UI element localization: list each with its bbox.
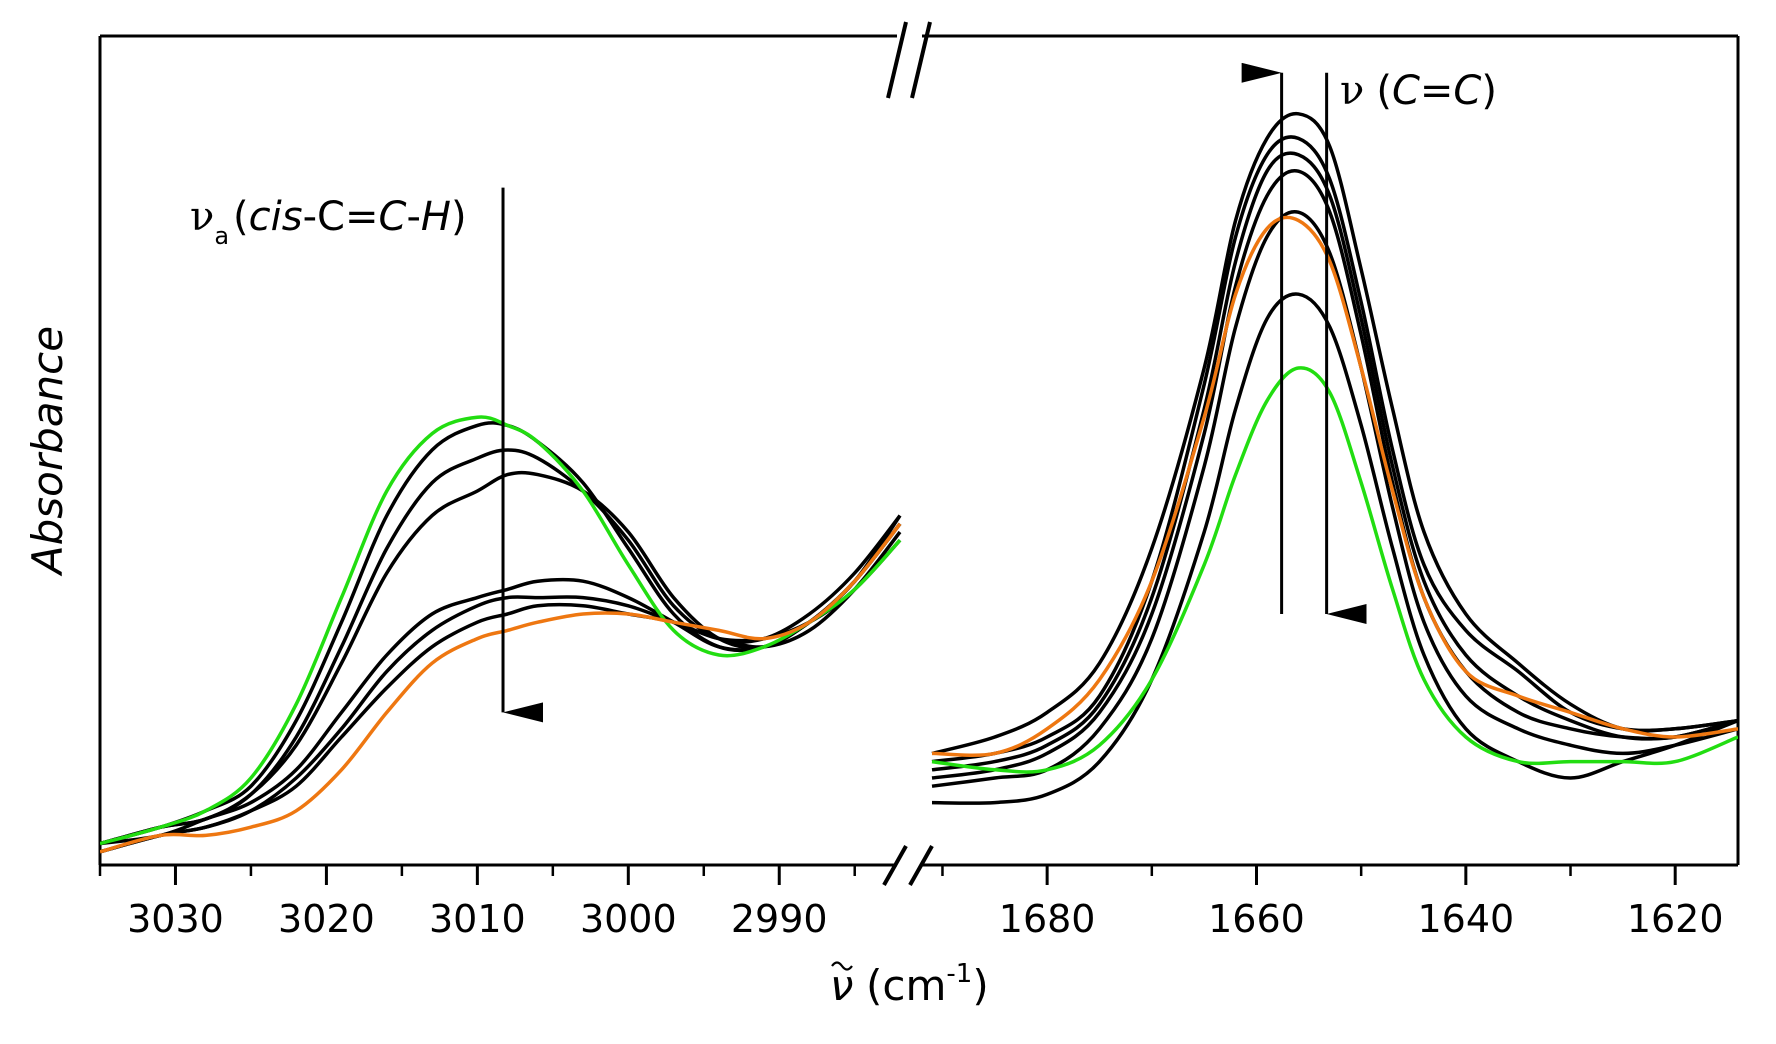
annot-left-open: ( — [233, 194, 249, 240]
series-right-black-4 — [931, 151, 1738, 772]
tilde-mark — [831, 961, 853, 971]
series-right-black-1 — [931, 292, 1738, 805]
x-tick-label-right-1680: 1680 — [999, 897, 1096, 941]
series-left-green — [100, 415, 902, 846]
annot-left-close: ) — [451, 194, 467, 240]
annot-left-cis: cis — [249, 194, 303, 240]
x-axis-unit-open: (cm — [866, 961, 946, 1010]
x-tick-label-left-3030: 3030 — [127, 897, 224, 941]
series-right-orange — [931, 215, 1738, 757]
series-left-black-3 — [100, 470, 902, 846]
right-panel-series — [931, 111, 1738, 805]
annot-right-nu: ν — [1340, 68, 1364, 114]
series-left-black-4 — [100, 522, 902, 846]
plot-frame — [98, 34, 1740, 867]
x-axis-title: ν (cm-1) — [830, 959, 989, 1010]
annot-right-eq: = — [1420, 68, 1454, 114]
x-tick-label-left-3010: 3010 — [429, 897, 526, 941]
svg-text:(cm-1): (cm-1) — [866, 959, 989, 1010]
annot-right-c2: C — [1453, 68, 1481, 114]
svg-text:ν: ν — [830, 961, 853, 1010]
x-axis-ticks: 3030 3020 3010 3000 2990 1680 1660 1640 1620 — [98, 865, 1724, 941]
annot-left-dash: - — [406, 194, 420, 240]
x-tick-label-left-2990: 2990 — [731, 897, 828, 941]
x-tick-label-right-1620: 1620 — [1627, 897, 1724, 941]
annot-left-mid: -C= — [303, 194, 379, 240]
series-right-black-3 — [931, 168, 1738, 780]
left-panel-series — [100, 415, 902, 854]
annot-right-close: ) — [1481, 68, 1497, 114]
annot-right-c1: C — [1392, 68, 1420, 114]
x-tick-label-left-3020: 3020 — [278, 897, 375, 941]
annot-right-open: ( — [1376, 68, 1392, 114]
annot-left-nu: ν — [190, 194, 214, 240]
series-left-orange — [100, 522, 902, 854]
x-axis-unit-exp: -1 — [946, 959, 972, 989]
axis-break-bottom — [882, 845, 934, 886]
annotation-c-eq-c: ν (C=C) — [1340, 68, 1497, 114]
annot-left-c2: C — [379, 194, 407, 240]
annotation-cis-ch: νa (cis-C=C-H) — [190, 194, 467, 250]
x-tick-label-left-3000: 3000 — [580, 897, 677, 941]
trend-arrows — [501, 62, 1367, 723]
y-axis-title: Absorbance — [23, 326, 72, 577]
x-axis-symbol: ν — [830, 961, 853, 1010]
x-axis-unit-close: ) — [972, 961, 988, 1010]
annot-left-h: H — [421, 194, 451, 240]
annot-left-sub: a — [214, 222, 229, 250]
x-tick-label-right-1640: 1640 — [1417, 897, 1514, 941]
x-tick-label-right-1660: 1660 — [1208, 897, 1305, 941]
series-left-black-2 — [100, 448, 902, 846]
series-right-black-2 — [931, 209, 1738, 788]
axis-break-top — [886, 21, 932, 99]
series-right-green — [931, 366, 1738, 774]
